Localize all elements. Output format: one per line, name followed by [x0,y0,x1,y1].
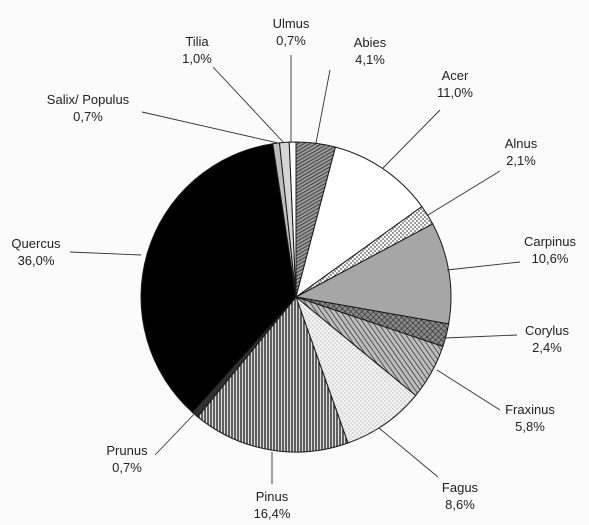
slice-label-value: 0,7% [276,33,306,48]
leader-line-fraxinus [436,369,501,411]
slice-labels: Abies 4,1% Acer 11,0% Alnus 2,1% Carpinus 10,6%… [11,16,576,521]
slice-label-value: 1,0% [182,51,212,66]
leader-line-carpinus [446,261,521,271]
slice-label-fagus: Fagus 8,6% [442,480,479,512]
slice-label-value: 11,0% [437,85,473,100]
slice-label-tilia: Tilia 1,0% [182,34,212,66]
slice-label-name: Salix/ Populus [47,92,130,107]
leader-line-tilia [212,66,285,144]
slice-label-value: 4,1% [355,52,385,67]
pie-slice-carpinus [294,223,452,325]
slice-label-name: Carpinus [524,234,577,249]
slice-label-pinus: Pinus 16,4% [254,489,291,521]
slice-label-name: Fagus [442,480,479,495]
pie-slice-quercus [140,143,297,414]
slice-label-name: Prunus [106,443,148,458]
slice-label-fraxinus: Fraxinus 5,8% [505,402,555,434]
slice-label-acer: Acer 11,0% [437,68,473,100]
leader-line-salix-populus [141,111,279,144]
slice-label-name: Acer [442,68,469,83]
slice-label-value: 16,4% [254,506,291,521]
leader-line-alnus [427,170,501,216]
slice-label-carpinus: Carpinus 10,6% [524,234,577,266]
slice-label-value: 0,7% [112,460,142,475]
slice-label-value: 5,8% [515,419,545,434]
slice-label-corylus: Corylus 2,4% [525,323,570,355]
leader-line-fagus [378,427,439,478]
slice-label-name: Alnus [505,136,538,151]
leader-line-abies [315,69,331,144]
slice-label-name: Quercus [11,236,61,251]
pie-slices [140,141,452,453]
slice-label-name: Abies [354,35,387,50]
slice-label-alnus: Alnus 2,1% [505,136,538,168]
pie-slice-fagus [294,295,417,444]
leader-line-corylus [444,334,518,339]
slice-label-value: 0,7% [73,109,103,124]
slice-label-name: Tilia [185,34,209,49]
slice-label-abies: Abies 4,1% [354,35,387,67]
pie-slice-pinus [196,295,349,453]
slice-label-quercus: Quercus 36,0% [11,236,61,268]
leader-lines [69,55,521,484]
slice-label-name: Ulmus [273,16,310,31]
slice-label-value: 10,6% [532,251,569,266]
slice-label-name: Fraxinus [505,402,555,417]
slice-label-value: 2,4% [532,340,562,355]
slice-label-name: Pinus [256,489,289,504]
slice-label-value: 8,6% [445,497,475,512]
slice-label-prunus: Prunus 0,7% [106,443,148,475]
slice-label-value: 2,1% [506,153,536,168]
pie-slice-ulmus [288,141,297,298]
slice-label-ulmus: Ulmus 0,7% [273,16,310,48]
slice-label-name: Corylus [525,323,570,338]
pie-slice-acer [295,146,423,299]
slice-label-salix-populus: Salix/ Populus 0,7% [47,92,130,124]
leader-line-prunus [154,408,200,456]
slice-label-value: 36,0% [18,253,55,268]
leader-line-quercus [69,251,142,256]
leader-line-acer [382,109,441,169]
